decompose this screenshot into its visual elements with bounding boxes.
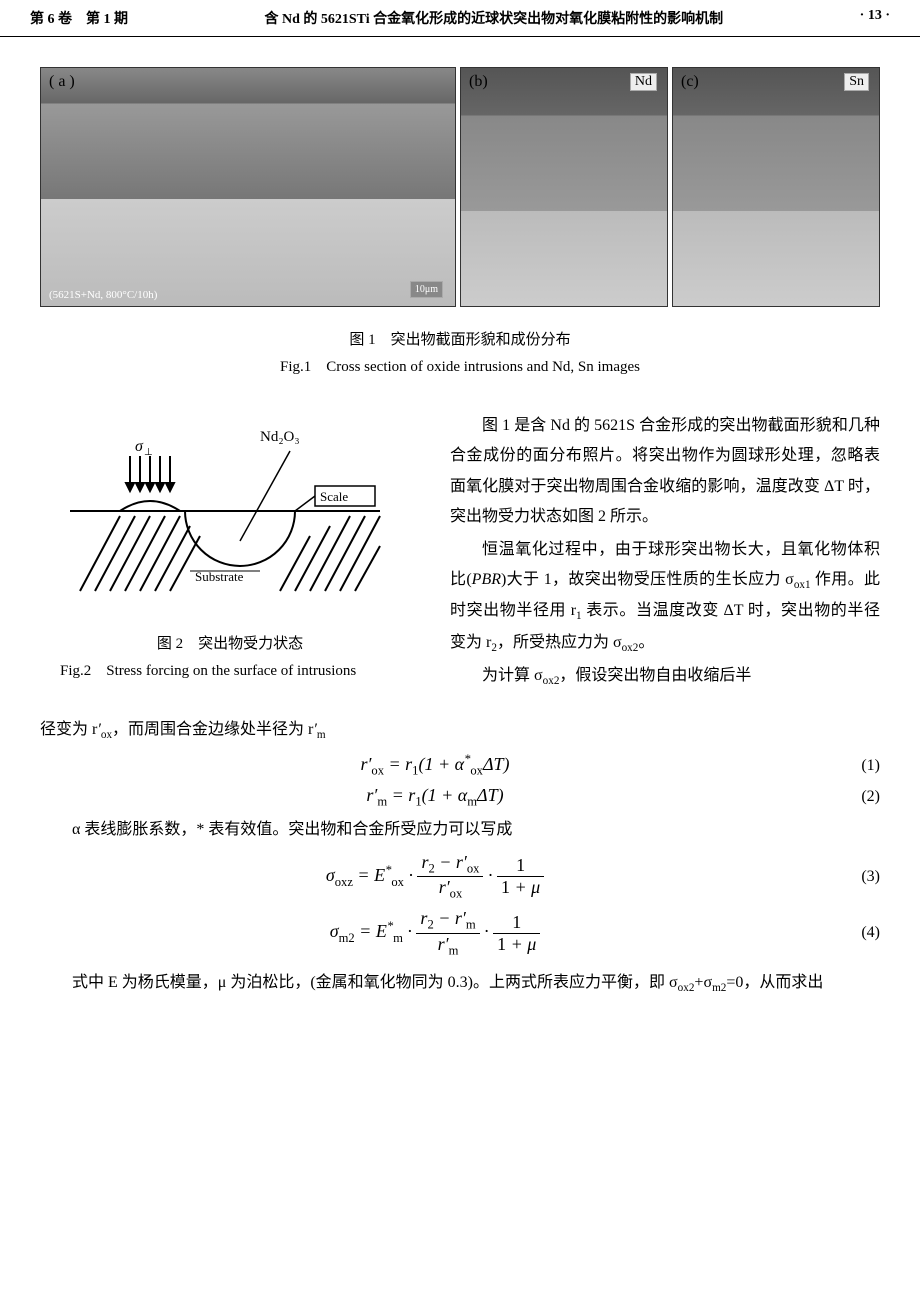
paragraph-1: 图 1 是含 Nd 的 5621S 合金形成的突出物截面形貌和几种合金成份的面分… [450,411,880,533]
final-paragraph: 式中 E 为杨氏模量，μ 为泊松比，(金属和氧化物同为 0.3)。上两式所表应力… [40,968,880,999]
panel-a-label: ( a ) [49,73,75,91]
left-column: σ ⊥ Nd₂O₃ Scale Substrate 图 2 突出物受力状态 Fi… [40,411,420,695]
figure1-image-b: (b) Nd [460,67,668,307]
header-title: 含 Nd 的 5621STi 合金氧化形成的近球状突出物对氧化膜粘附性的影响机制 [128,8,860,28]
eq3-body: σoxz = E*ox · r2 − r′oxr′ox · 11 + μ [40,852,830,902]
figure2-svg: σ ⊥ Nd₂O₃ Scale Substrate [60,411,400,611]
figure1-panel-c: (c) Sn [672,67,880,307]
paragraph-3: 为计算 σox2，假设突出物自由收缩后半 [450,661,880,692]
paragraph-2: 恒温氧化过程中，由于球形突出物长大，且氧化物体积比(PBR)大于 1，故突出物受… [450,535,880,660]
alpha-note: α 表线膨胀系数，* 表有效值。突出物和合金所受应力可以写成 [40,815,880,845]
eq4-body: σm2 = E*m · r2 − r′mr′m · 11 + μ [40,908,830,958]
figure1-image-a: ( a ) (5621S+Nd, 800°C/10h) 10μm [40,67,456,307]
figure1-row: ( a ) (5621S+Nd, 800°C/10h) 10μm (b) Nd … [40,67,880,307]
svg-text:⊥: ⊥ [144,447,153,458]
figure1-caption: 图 1 突出物截面形貌和成份分布 Fig.1 Cross section of … [40,327,880,381]
fig1-caption-en: Fig.1 Cross section of oxide intrusions … [40,354,880,381]
eq1-number: (1) [830,757,880,775]
fig2-caption-cn: 图 2 突出物受力状态 [40,631,420,658]
two-column-section: σ ⊥ Nd₂O₃ Scale Substrate 图 2 突出物受力状态 Fi… [40,411,880,695]
figure1-panel-b: (b) Nd [460,67,668,307]
figure2-caption: 图 2 突出物受力状态 Fig.2 Stress forcing on the … [40,631,420,685]
volume-text: 第 6 卷 [30,12,72,27]
equation-2: r′m = r1(1 + αmΔT) (2) [40,785,880,810]
figure1-panel-a: ( a ) (5621S+Nd, 800°C/10h) 10μm [40,67,456,307]
panel-c-corner: Sn [844,73,869,91]
eq3-number: (3) [830,868,880,886]
panel-a-scale: 10μm [410,281,443,298]
panel-b-label: (b) [469,73,488,91]
sigma-label: σ [135,438,144,455]
scale-label: Scale [320,489,348,504]
panel-b-corner: Nd [630,73,657,91]
equation-4: σm2 = E*m · r2 − r′mr′m · 11 + μ (4) [40,908,880,958]
fig2-caption-en: Fig.2 Stress forcing on the surface of i… [84,658,420,685]
right-column-text: 图 1 是含 Nd 的 5621S 合金形成的突出物截面形貌和几种合金成份的面分… [450,411,880,695]
page-content: ( a ) (5621S+Nd, 800°C/10h) 10μm (b) Nd … [0,37,920,1030]
nd2o3-label: Nd₂O₃ [260,429,300,445]
figure1-image-c: (c) Sn [672,67,880,307]
eq2-number: (2) [830,788,880,806]
panel-c-label: (c) [681,73,699,91]
panel-a-bottom-text: (5621S+Nd, 800°C/10h) [49,289,157,301]
equation-1: r′ox = r1(1 + α*oxΔT) (1) [40,752,880,779]
eq1-body: r′ox = r1(1 + α*oxΔT) [40,752,830,779]
header-page: · 13 · [860,8,890,28]
bridge-text: 径变为 r′ox，而周围合金边缘处半径为 r′m [40,715,880,746]
page-header: 第 6 卷 第 1 期 含 Nd 的 5621STi 合金氧化形成的近球状突出物… [0,0,920,37]
equation-3: σoxz = E*ox · r2 − r′oxr′ox · 11 + μ (3) [40,852,880,902]
header-volume: 第 6 卷 第 1 期 [30,8,128,28]
eq2-body: r′m = r1(1 + αmΔT) [40,785,830,810]
eq4-number: (4) [830,924,880,942]
fig1-caption-cn: 图 1 突出物截面形貌和成份分布 [40,327,880,354]
issue-text: 第 1 期 [86,12,128,27]
figure2-diagram: σ ⊥ Nd₂O₃ Scale Substrate [60,411,400,611]
